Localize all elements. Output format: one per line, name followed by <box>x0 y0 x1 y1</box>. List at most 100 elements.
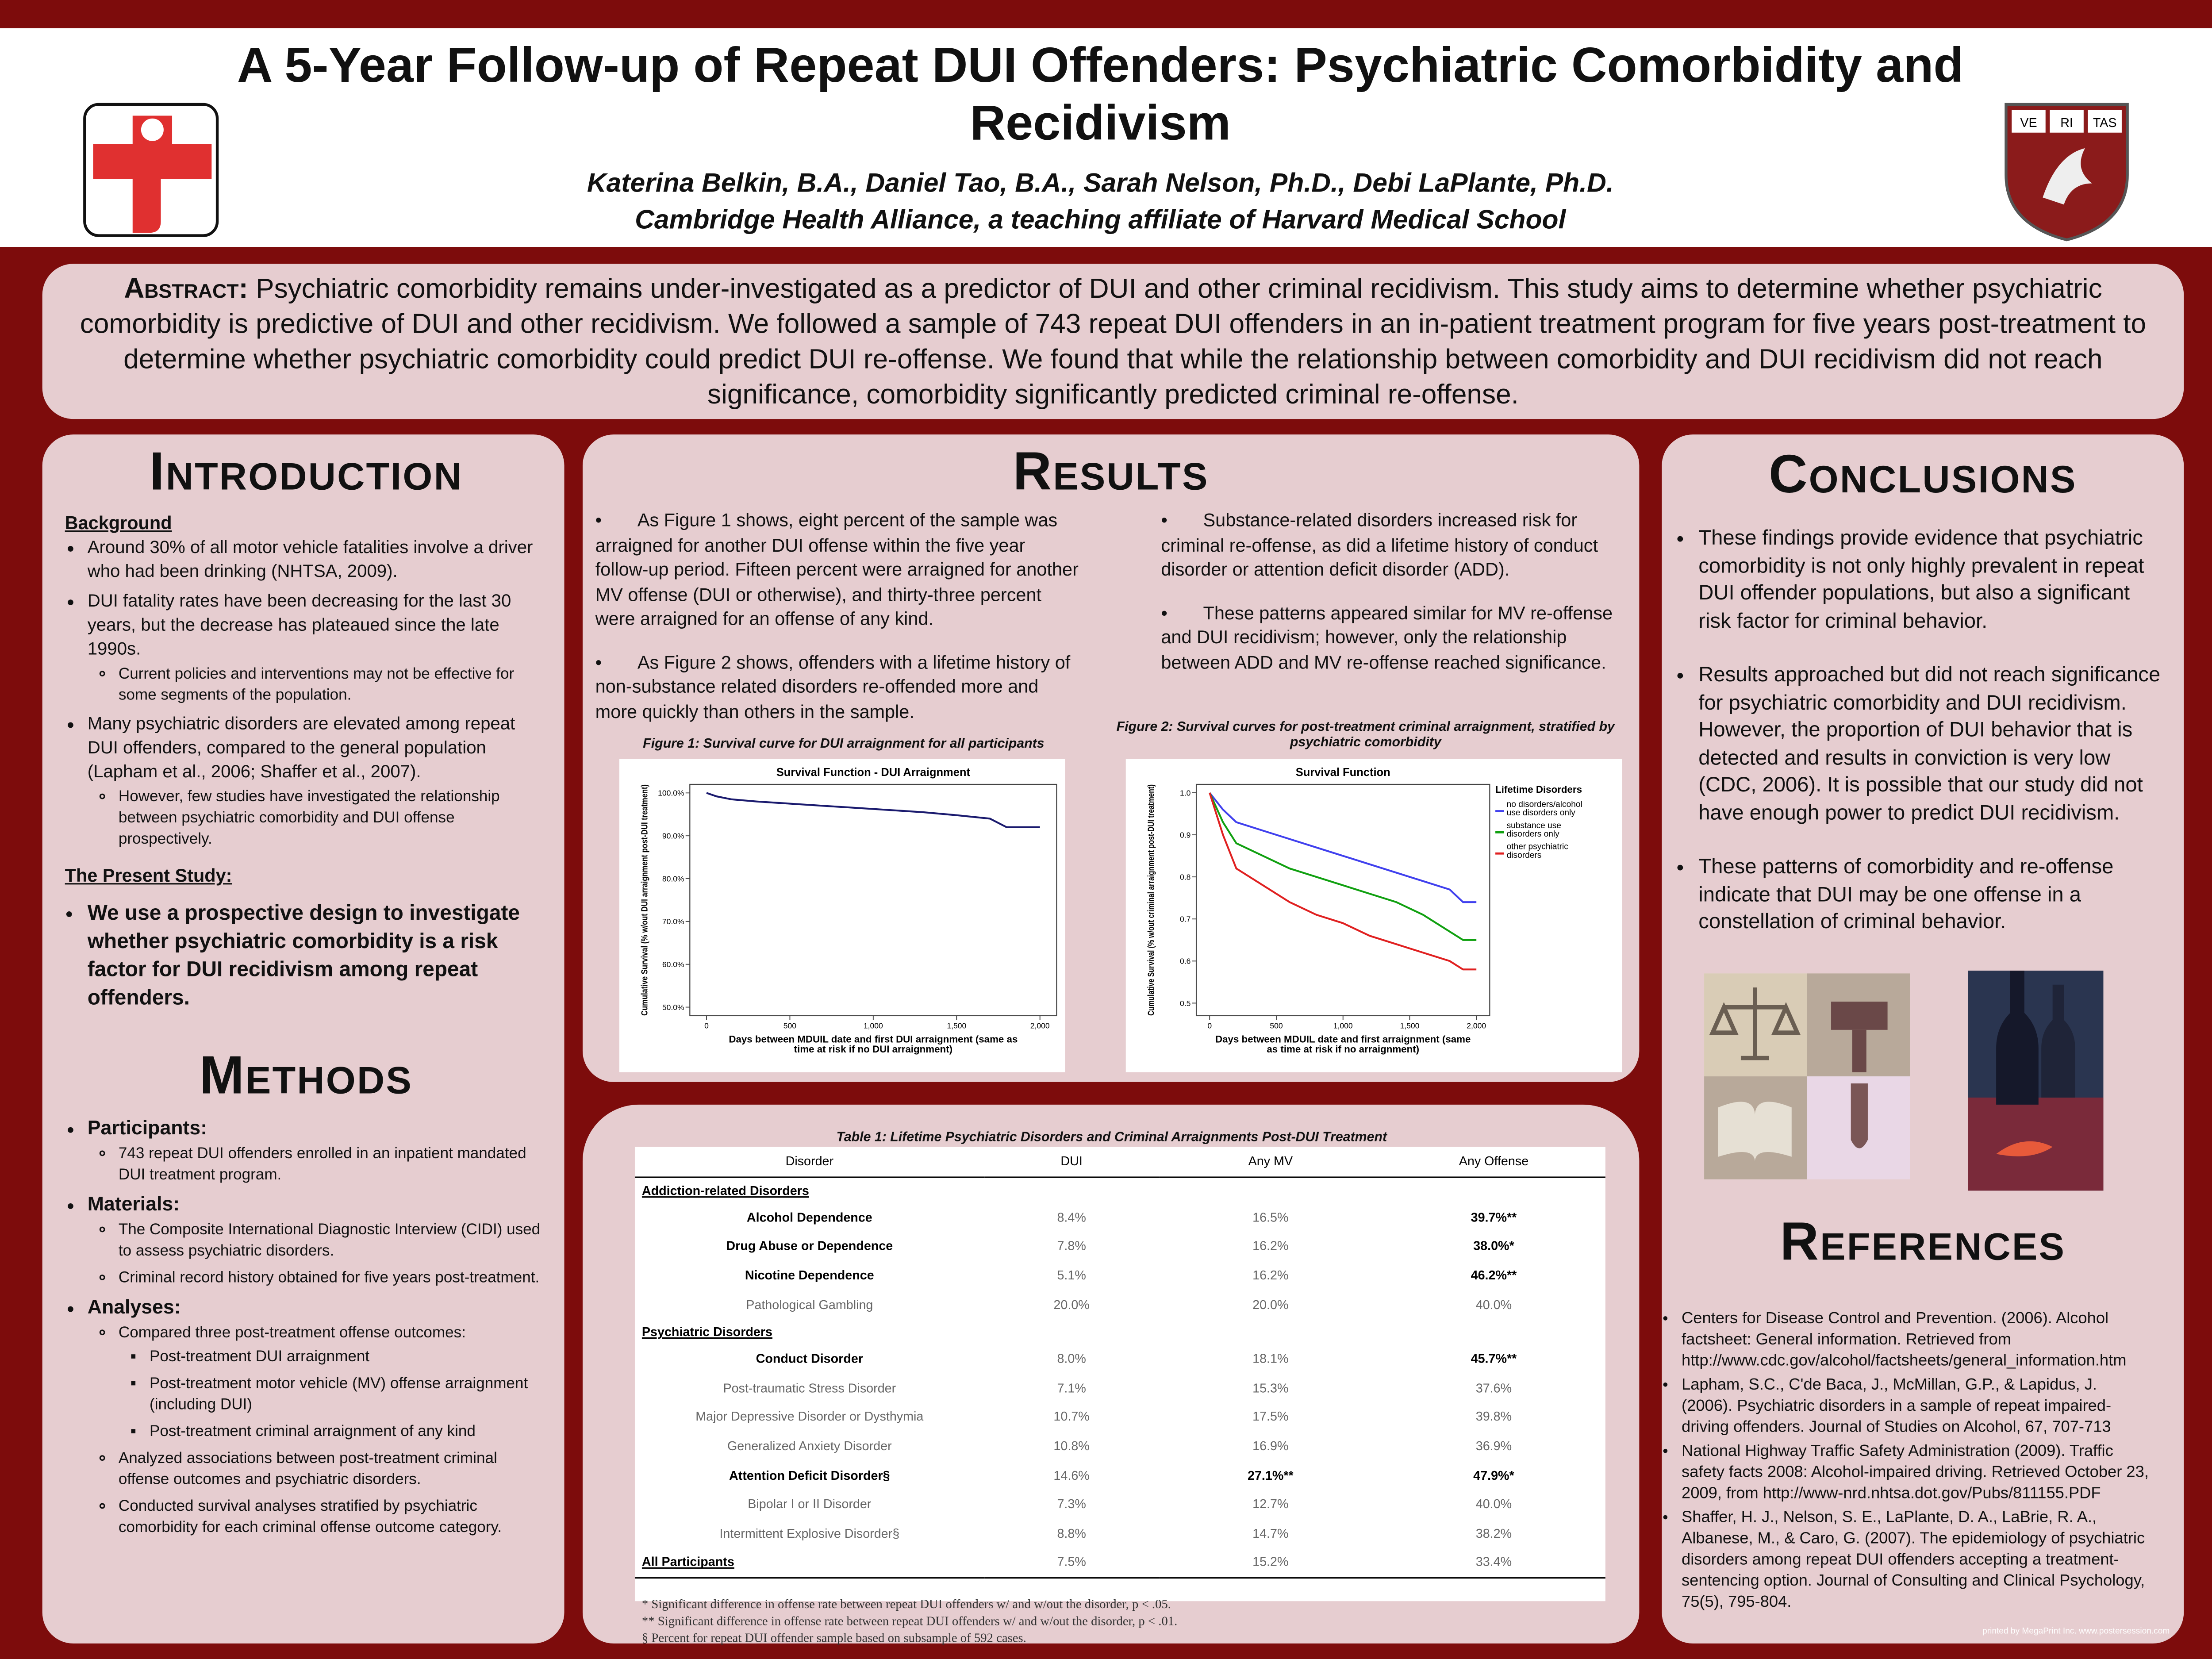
table-cell: Post-traumatic Stress Disorder <box>723 1381 896 1395</box>
x-axis-label: Days between MDUIL date and first arraig… <box>1215 1034 1471 1055</box>
x-axis-label-line: Days between MDUIL date and first arraig… <box>1215 1034 1471 1045</box>
table-row: Attention Deficit Disorder§ 14.6% 27.1%** 4… <box>635 1460 1605 1490</box>
x-axis-label-line: time at risk if no DUI arraignment) <box>794 1044 952 1055</box>
table-cell: 15.2% <box>1252 1555 1289 1570</box>
x-tick-label: 0 <box>704 1022 709 1030</box>
bullet: Post-treatment DUI arraignment <box>150 1347 547 1368</box>
table-cell: 15.3% <box>1252 1381 1289 1395</box>
y-axis-label: Cumulative Survival (% w/out DUI arraign… <box>640 784 650 1016</box>
table-cell: 20.0% <box>1252 1297 1289 1312</box>
table-cell: 16.5% <box>1252 1210 1289 1225</box>
bullet-text: Compared three post-treatment offense ou… <box>118 1325 466 1342</box>
chart-title: Survival Function <box>1296 766 1390 779</box>
bullet-list: Around 30% of all motor vehicle fataliti… <box>65 536 548 851</box>
footnotes: * Significant difference in offense rate… <box>642 1596 1559 1647</box>
legend-label-line: disorders <box>1507 851 1542 860</box>
column-header: Disorder <box>785 1154 834 1169</box>
shield-word: TAS <box>2093 116 2117 130</box>
bullet-text: Analyses: <box>87 1295 181 1318</box>
bullet-list: Participants: 743 repeat DUI offenders en… <box>65 1116 548 1539</box>
paragraph-text: As Figure 1 shows, eight percent of the … <box>595 509 1079 630</box>
table-cell: 27.1%** <box>1247 1468 1294 1482</box>
legend-label: other psychiatric disorders <box>1507 842 1569 860</box>
table-cell: 38.2% <box>1475 1526 1512 1540</box>
results-column: • Substance-related disorders increased … <box>1161 508 1619 693</box>
table-box: Disorder DUI Any MV Any Offense Addiction-re… <box>634 1147 1605 1601</box>
table-row: Post-traumatic Stress Disorder 7.1% 15.3% 3… <box>635 1373 1605 1402</box>
x-tick-label: 1,000 <box>1333 1022 1353 1030</box>
section-heading: Methods <box>199 1047 413 1106</box>
paragraph-text: These patterns appeared similar for MV r… <box>1161 602 1613 672</box>
bullet: Post-treatment motor vehicle (MV) offens… <box>150 1374 547 1417</box>
reference-list: Centers for Disease Control and Preventi… <box>1665 1306 2151 1617</box>
footnote: * Significant difference in offense rate… <box>641 1597 1171 1611</box>
intro-panel: Introduction Background Around 30% of al… <box>42 434 565 1644</box>
table-cell: 39.8% <box>1475 1410 1512 1424</box>
bullet: Analyses: Compared three post-treatment o… <box>88 1295 548 1539</box>
reference: Lapham, S.C., C'de Baca, J., McMillan, G… <box>1682 1375 2151 1439</box>
authors: Katerina Belkin, B.A., Daniel Tao, B.A.,… <box>587 169 1614 199</box>
legend-title: Lifetime Disorders <box>1495 784 1582 795</box>
legend-label: substance use disorders only <box>1507 821 1561 839</box>
y-tick-label: 0.9 <box>1180 830 1190 839</box>
figure-1: Survival Function - DUI Arraignment 50.0%… <box>619 759 1065 1072</box>
table-cell: 37.6% <box>1475 1381 1512 1395</box>
section-heading: Results <box>1013 443 1209 503</box>
bullet-list: Around 30% of all motor vehicle fataliti… <box>65 536 548 851</box>
table-cell: 10.8% <box>1053 1439 1090 1453</box>
bullet: Compared three post-treatment offense ou… <box>119 1323 547 1443</box>
table-cell: 8.4% <box>1057 1210 1086 1225</box>
legend-label-line: use disorders only <box>1507 808 1576 818</box>
table-row: Major Depressive Disorder or Dysthymia 10… <box>635 1402 1605 1432</box>
table-cell: 33.4% <box>1475 1555 1512 1570</box>
bullet-text: DUI fatality rates have been decreasing … <box>87 591 511 659</box>
reference: National Highway Traffic Safety Administ… <box>1682 1442 2151 1505</box>
table-row: Conduct Disorder 8.0% 18.1% 45.7%** <box>635 1344 1605 1374</box>
poster-title: A 5-Year Follow-up of Repeat DUI Offende… <box>237 38 1964 151</box>
shield-word: RI <box>2060 116 2073 130</box>
x-tick-label: 1,500 <box>947 1022 966 1030</box>
bullet: However, few studies have investigated t… <box>119 787 547 850</box>
x-axis-label-line: Days between MDUIL date and first DUI ar… <box>729 1034 1018 1045</box>
affiliation: Cambridge Health Alliance, a teaching af… <box>635 206 1566 236</box>
bullet-text: Around 30% of all motor vehicle fataliti… <box>87 537 533 581</box>
table-cell: 7.8% <box>1057 1239 1086 1254</box>
bullet: Conducted survival analyses stratified b… <box>119 1497 547 1539</box>
table-cell: 12.7% <box>1252 1497 1289 1511</box>
y-tick-label: 70.0% <box>662 917 684 926</box>
header-row: Disorder DUI Any MV Any Offense <box>634 1147 1605 1177</box>
table-cell: Bipolar I or II Disorder <box>748 1497 872 1511</box>
bullet: Post-treatment criminal arraignment of a… <box>150 1422 547 1443</box>
table-cell: 47.9%* <box>1473 1468 1514 1482</box>
table-row: Drug Abuse or Dependence 7.8% 16.2% 38.0%* <box>635 1232 1605 1261</box>
x-tick-label: 1,500 <box>1400 1022 1420 1030</box>
bullet: Around 30% of all motor vehicle fataliti… <box>88 536 548 584</box>
table-cell: 40.0% <box>1475 1497 1512 1511</box>
results-paragraph: • As Figure 2 shows, offenders with a li… <box>595 649 1082 723</box>
table-cell: 38.0%* <box>1473 1239 1514 1254</box>
y-tick-label: 100.0% <box>658 789 684 798</box>
x-tick-label: 500 <box>783 1022 796 1030</box>
y-tick-label: 0.5 <box>1180 999 1190 1008</box>
table-cell: 7.1% <box>1057 1381 1086 1395</box>
bullet-marker: • <box>595 509 637 530</box>
bullet: Criminal record history obtained for fiv… <box>119 1268 547 1290</box>
x-tick-label: 2,000 <box>1030 1022 1050 1030</box>
chart-title: Survival Function - DUI Arraignment <box>776 766 971 779</box>
section-heading: References <box>1780 1213 2066 1273</box>
conclusions-panel: Conclusions These findings provide evide… <box>1662 434 2184 1644</box>
table-cell: Alcohol Dependence <box>746 1210 872 1225</box>
bullet-marker: • <box>1161 602 1203 623</box>
present-study: We use a prospective design to investiga… <box>88 900 548 1013</box>
table-row: Nicotine Dependence 5.1% 16.2% 46.2%** <box>635 1261 1605 1290</box>
bullet: Current policies and interventions may n… <box>119 664 547 707</box>
results-paragraph: • These patterns appeared similar for MV… <box>1161 600 1619 674</box>
subheading: The Present Study: <box>65 864 232 886</box>
section-title: Psychiatric Disorders <box>641 1325 773 1339</box>
section-row: Psychiatric Disorders <box>635 1319 1605 1344</box>
bullet-list: The Composite International Diagnostic I… <box>88 1220 548 1289</box>
bullet: Materials: The Composite International Di… <box>88 1192 548 1290</box>
table-cell: 7.5% <box>1057 1555 1086 1570</box>
footnote: ** Significant difference in offense rat… <box>641 1613 1178 1628</box>
x-tick-label: 2,000 <box>1467 1022 1486 1030</box>
